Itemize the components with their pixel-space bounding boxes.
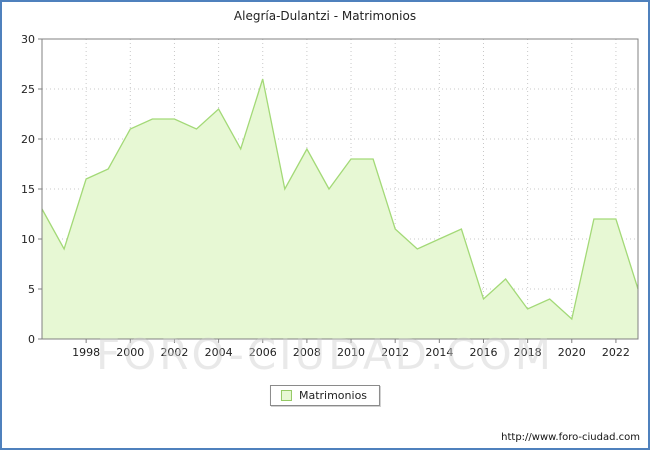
y-tick-label: 30 bbox=[21, 33, 35, 46]
legend-label: Matrimonios bbox=[298, 389, 368, 402]
x-tick-label: 2006 bbox=[249, 346, 277, 359]
source-url: http://www.foro-ciudad.com bbox=[501, 432, 640, 443]
y-tick-label: 25 bbox=[21, 83, 35, 96]
legend-box: Matrimonios bbox=[269, 385, 381, 406]
x-tick-label: 2008 bbox=[293, 346, 321, 359]
legend-swatch-icon bbox=[280, 390, 292, 401]
x-tick-label: 2010 bbox=[337, 346, 365, 359]
x-tick-label: 2000 bbox=[116, 346, 144, 359]
y-tick-label: 5 bbox=[28, 283, 35, 296]
x-tick-label: 2004 bbox=[205, 346, 233, 359]
x-tick-label: 1998 bbox=[72, 346, 100, 359]
x-tick-label: 2012 bbox=[381, 346, 409, 359]
y-tick-label: 0 bbox=[28, 333, 35, 346]
y-tick-label: 10 bbox=[21, 233, 35, 246]
x-tick-label: 2018 bbox=[514, 346, 542, 359]
x-tick-label: 2014 bbox=[425, 346, 453, 359]
x-tick-label: 2016 bbox=[469, 346, 497, 359]
x-tick-label: 2022 bbox=[602, 346, 630, 359]
chart-title: Alegría-Dulantzi - Matrimonios bbox=[233, 9, 417, 23]
x-tick-label: 2020 bbox=[558, 346, 586, 359]
y-tick-label: 20 bbox=[21, 133, 35, 146]
x-tick-label: 2002 bbox=[160, 346, 188, 359]
y-tick-label: 15 bbox=[21, 183, 35, 196]
